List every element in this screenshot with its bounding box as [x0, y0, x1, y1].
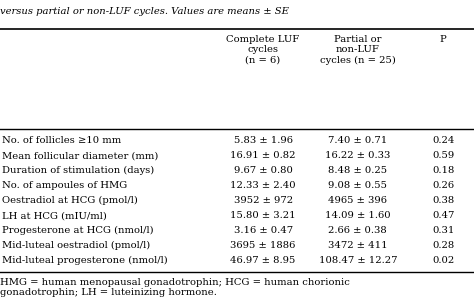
Text: versus partial or non-LUF cycles. Values are means ± SE: versus partial or non-LUF cycles. Values… [0, 7, 289, 16]
Text: 3695 ± 1886: 3695 ± 1886 [230, 241, 296, 250]
Text: Progesterone at HCG (nmol/l): Progesterone at HCG (nmol/l) [2, 226, 154, 236]
Text: 0.59: 0.59 [432, 151, 454, 160]
Text: 3952 ± 972: 3952 ± 972 [234, 196, 292, 205]
Text: P: P [440, 35, 447, 44]
Text: 5.83 ± 1.96: 5.83 ± 1.96 [234, 136, 292, 145]
Text: 108.47 ± 12.27: 108.47 ± 12.27 [319, 256, 397, 265]
Text: 3472 ± 411: 3472 ± 411 [328, 241, 388, 250]
Text: 0.18: 0.18 [432, 166, 455, 175]
Text: Complete LUF
cycles
(n = 6): Complete LUF cycles (n = 6) [227, 35, 300, 64]
Text: 0.47: 0.47 [432, 211, 455, 220]
Text: 0.31: 0.31 [432, 226, 455, 235]
Text: 0.28: 0.28 [432, 241, 454, 250]
Text: Mid-luteal progesterone (nmol/l): Mid-luteal progesterone (nmol/l) [2, 256, 168, 266]
Text: 46.97 ± 8.95: 46.97 ± 8.95 [230, 256, 296, 265]
Text: 9.67 ± 0.80: 9.67 ± 0.80 [234, 166, 292, 175]
Text: HMG = human menopausal gonadotrophin; HCG = human chorionic
gonadotrophin; LH = : HMG = human menopausal gonadotrophin; HC… [0, 277, 350, 297]
Text: 14.09 ± 1.60: 14.09 ± 1.60 [325, 211, 391, 220]
Text: Partial or
non-LUF
cycles (n = 25): Partial or non-LUF cycles (n = 25) [320, 35, 396, 65]
Text: No. of ampoules of HMG: No. of ampoules of HMG [2, 181, 128, 190]
Text: 3.16 ± 0.47: 3.16 ± 0.47 [234, 226, 292, 235]
Text: 12.33 ± 2.40: 12.33 ± 2.40 [230, 181, 296, 190]
Text: 15.80 ± 3.21: 15.80 ± 3.21 [230, 211, 296, 220]
Text: 8.48 ± 0.25: 8.48 ± 0.25 [328, 166, 387, 175]
Text: 16.22 ± 0.33: 16.22 ± 0.33 [325, 151, 391, 160]
Text: No. of follicles ≥10 mm: No. of follicles ≥10 mm [2, 136, 122, 145]
Text: Mean follicular diameter (mm): Mean follicular diameter (mm) [2, 151, 159, 160]
Text: 0.24: 0.24 [432, 136, 455, 145]
Text: 7.40 ± 0.71: 7.40 ± 0.71 [328, 136, 387, 145]
Text: 4965 ± 396: 4965 ± 396 [328, 196, 387, 205]
Text: Duration of stimulation (days): Duration of stimulation (days) [2, 166, 155, 176]
Text: 0.38: 0.38 [432, 196, 454, 205]
Text: 16.91 ± 0.82: 16.91 ± 0.82 [230, 151, 296, 160]
Text: Oestradiol at HCG (pmol/l): Oestradiol at HCG (pmol/l) [2, 196, 138, 206]
Text: 0.26: 0.26 [432, 181, 454, 190]
Text: LH at HCG (mIU/ml): LH at HCG (mIU/ml) [2, 211, 107, 220]
Text: Mid-luteal oestradiol (pmol/l): Mid-luteal oestradiol (pmol/l) [2, 241, 151, 250]
Text: 0.02: 0.02 [432, 256, 454, 265]
Text: 9.08 ± 0.55: 9.08 ± 0.55 [328, 181, 387, 190]
Text: 2.66 ± 0.38: 2.66 ± 0.38 [328, 226, 387, 235]
